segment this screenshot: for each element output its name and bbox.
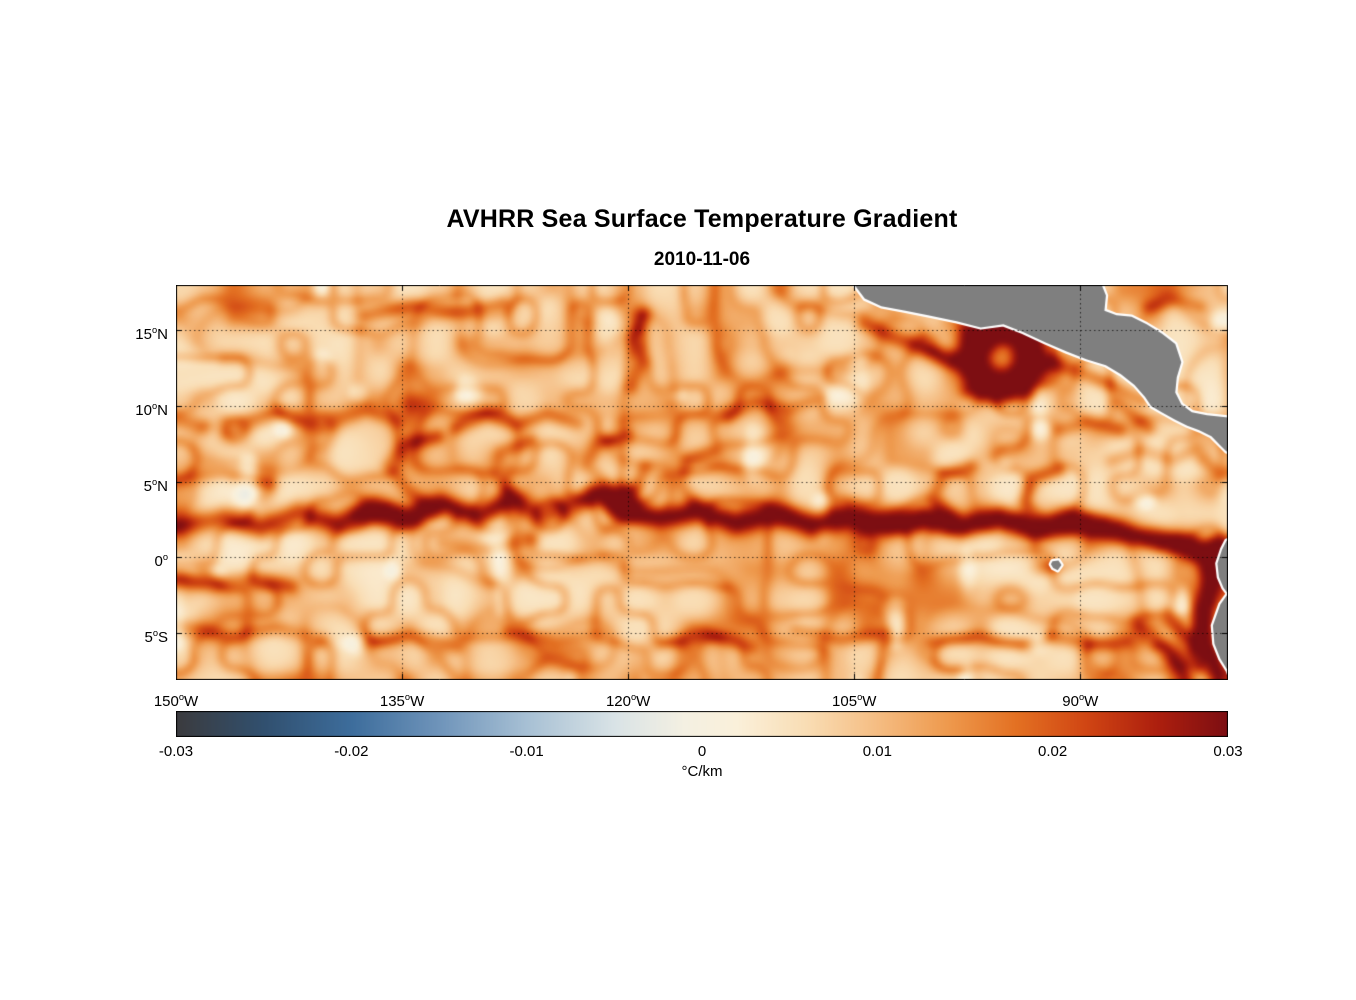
colorbar-gradient bbox=[176, 711, 1228, 737]
x-tick-label: 120oW bbox=[605, 692, 651, 710]
colorbar-tick-label: 0 bbox=[697, 743, 707, 760]
colorbar-tick-label: 0.01 bbox=[862, 743, 892, 760]
colorbar-tick-label: -0.03 bbox=[158, 743, 194, 760]
colorbar bbox=[176, 711, 1228, 737]
colorbar-tick-label: -0.01 bbox=[509, 743, 544, 760]
y-tick-label: 5oS bbox=[144, 628, 168, 647]
y-tick-label: 5oN bbox=[143, 476, 168, 495]
x-tick-label: 90oW bbox=[1062, 692, 1099, 710]
colorbar-tick-label: -0.02 bbox=[334, 743, 369, 760]
x-tick-label: 150oW bbox=[153, 692, 199, 710]
y-tick-label: 10oN bbox=[135, 401, 168, 420]
colorbar-unit-label: °C/km bbox=[681, 763, 723, 780]
x-tick-label: 135oW bbox=[379, 692, 425, 710]
y-tick-label: 15oN bbox=[135, 325, 168, 344]
colorbar-tick-label: 0.02 bbox=[1038, 743, 1068, 760]
x-tick-label: 105oW bbox=[832, 692, 877, 710]
map-plot bbox=[176, 285, 1228, 680]
chart-subtitle: 2010-11-06 bbox=[653, 249, 751, 270]
y-tick-label: 0o bbox=[154, 552, 168, 571]
colorbar-tick-label: 0.03 bbox=[1213, 743, 1243, 760]
sst-gradient-heatmap bbox=[176, 285, 1228, 680]
chart-title: AVHRR Sea Surface Temperature Gradient bbox=[446, 205, 958, 233]
